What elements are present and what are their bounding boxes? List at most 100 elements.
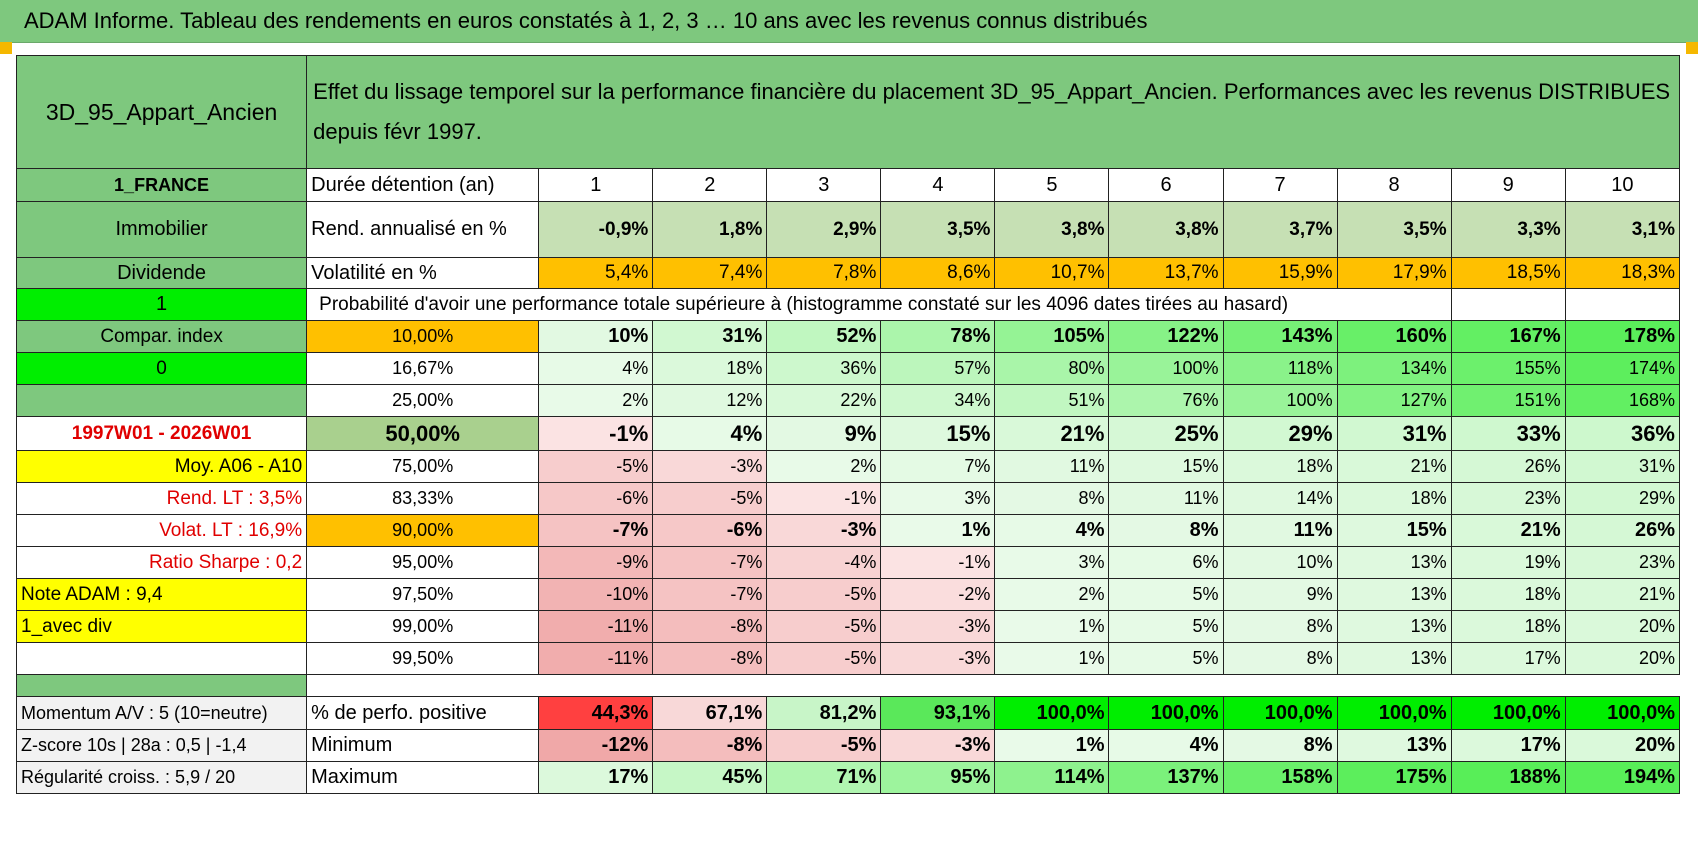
minimum-value: 8% bbox=[1222, 729, 1338, 762]
quantile-value: 1% bbox=[994, 610, 1110, 643]
blank-side-cell bbox=[15, 642, 308, 675]
minimum-row: Z-score 10s | 28a : 0,5 | -1,4 Minimum -12… bbox=[15, 729, 1681, 762]
minimum-label: Minimum bbox=[306, 729, 540, 762]
quantile-value: 20% bbox=[1564, 610, 1681, 643]
quantile-value: -7% bbox=[652, 546, 768, 579]
quantile-value: 34% bbox=[880, 384, 996, 417]
annual-return-value: 3,8% bbox=[1108, 201, 1224, 258]
quantile-value: 134% bbox=[1336, 352, 1452, 385]
quantile-value: 174% bbox=[1564, 352, 1681, 385]
quantile-label: 50,00% bbox=[306, 416, 540, 451]
quantile-value: 9% bbox=[766, 416, 882, 451]
quantile-value: 122% bbox=[1108, 320, 1224, 353]
volatility-value: 8,6% bbox=[880, 257, 996, 289]
annual-return-value: 3,8% bbox=[994, 201, 1110, 258]
quantile-row: 0 16,67% 4% 18% 36% 57% 80% 100% 118% 134% 155% 174… bbox=[15, 352, 1681, 385]
year-header: 1 bbox=[538, 168, 654, 202]
year-header: 7 bbox=[1222, 168, 1338, 202]
year-header: 10 bbox=[1564, 168, 1681, 202]
quantile-value: 33% bbox=[1450, 416, 1566, 451]
quantile-value: 2% bbox=[994, 578, 1110, 611]
quantile-row: Ratio Sharpe : 0,2 95,00% -9% -7% -4% -1% 3% 6%… bbox=[15, 546, 1681, 579]
year-header: 5 bbox=[994, 168, 1110, 202]
maximum-value: 175% bbox=[1336, 761, 1452, 794]
quantile-value: 23% bbox=[1564, 546, 1681, 579]
quantile-value: 13% bbox=[1336, 578, 1452, 611]
quantile-value: 160% bbox=[1336, 320, 1452, 353]
quantile-value: 105% bbox=[994, 320, 1110, 353]
quantile-value: 31% bbox=[1564, 450, 1681, 483]
quantile-row: 1_avec div 99,00% -11% -8% -5% -3% 1% 5% 8% 13% 18… bbox=[15, 610, 1681, 643]
probability-title: Probabilité d'avoir une performance tota… bbox=[306, 288, 1452, 321]
quantile-value: 13% bbox=[1336, 642, 1452, 675]
quantile-label: 10,00% bbox=[306, 320, 540, 353]
quantile-value: 31% bbox=[1336, 416, 1452, 451]
annual-return-value: -0,9% bbox=[538, 201, 654, 258]
momentum-label: Momentum A/V : 5 (10=neutre) bbox=[15, 696, 308, 730]
quantile-row: Moy. A06 - A10 75,00% -5% -3% 2% 7% 11% 15% 18% 2… bbox=[15, 450, 1681, 483]
period-label: 1997W01 - 2026W01 bbox=[15, 416, 308, 451]
quantile-value: -3% bbox=[880, 610, 996, 643]
quantile-value: -7% bbox=[652, 578, 768, 611]
quantile-value: 17% bbox=[1450, 642, 1566, 675]
quantile-value: 167% bbox=[1450, 320, 1566, 353]
header-row: 3D_95_Appart_Ancien Effet du lissage tem… bbox=[15, 55, 1680, 169]
quantile-value: 2% bbox=[538, 384, 654, 417]
rend-lt-label: Rend. LT : 3,5% bbox=[15, 482, 308, 515]
quantile-value: 8% bbox=[994, 482, 1110, 515]
quantile-value: 12% bbox=[652, 384, 768, 417]
report-banner: ADAM Informe. Tableau des rendements en … bbox=[0, 0, 1698, 43]
zscore-label: Z-score 10s | 28a : 0,5 | -1,4 bbox=[15, 729, 308, 762]
quantile-row: Note ADAM : 9,4 97,50% -10% -7% -5% -2% 2% 5% 9%… bbox=[15, 578, 1681, 611]
annual-return-row: Immobilier Rend. annualisé en % -0,9% 1,8% 2… bbox=[15, 201, 1681, 258]
quantile-value: 13% bbox=[1336, 546, 1452, 579]
quantile-value: -11% bbox=[538, 610, 654, 643]
maximum-value: 158% bbox=[1222, 761, 1338, 794]
quantile-value: 26% bbox=[1450, 450, 1566, 483]
spacer-gap bbox=[306, 674, 1680, 697]
regularite-label: Régularité croiss. : 5,9 / 20 bbox=[15, 761, 308, 794]
minimum-value: -8% bbox=[652, 729, 768, 762]
quantile-row: Volat. LT : 16,9% 90,00% -7% -6% -3% 1% 4% 8% 11… bbox=[15, 514, 1681, 547]
positive-perf-value: 67,1% bbox=[652, 696, 768, 730]
volatility-value: 7,4% bbox=[652, 257, 768, 289]
quantile-value: -8% bbox=[652, 642, 768, 675]
maximum-value: 95% bbox=[880, 761, 996, 794]
quantile-value: -3% bbox=[766, 514, 882, 547]
quantile-value: 5% bbox=[1108, 642, 1224, 675]
quantile-value: 22% bbox=[766, 384, 882, 417]
quantile-value: 11% bbox=[994, 450, 1110, 483]
quantile-value: 10% bbox=[1222, 546, 1338, 579]
maximum-value: 114% bbox=[994, 761, 1110, 794]
quantile-value: 15% bbox=[1108, 450, 1224, 483]
spacer-side bbox=[15, 674, 308, 697]
quantile-value: 18% bbox=[1450, 578, 1566, 611]
quantile-value: 15% bbox=[880, 416, 996, 451]
positive-perf-value: 100,0% bbox=[1564, 696, 1681, 730]
quantile-value: 5% bbox=[1108, 578, 1224, 611]
quantile-value: 78% bbox=[880, 320, 996, 353]
quantile-value: 2% bbox=[766, 450, 882, 483]
quantile-row: Rend. LT : 3,5% 83,33% -6% -5% -1% 3% 8% 11% 14%… bbox=[15, 482, 1681, 515]
quantile-value: 26% bbox=[1564, 514, 1681, 547]
quantile-value: -5% bbox=[766, 610, 882, 643]
minimum-value: -12% bbox=[538, 729, 654, 762]
asset-class-label: Immobilier bbox=[15, 201, 308, 258]
volatility-value: 18,5% bbox=[1450, 257, 1566, 289]
maximum-value: 17% bbox=[538, 761, 654, 794]
maximum-label: Maximum bbox=[306, 761, 540, 794]
quantile-value: 4% bbox=[538, 352, 654, 385]
quantile-value: 52% bbox=[766, 320, 882, 353]
annual-return-value: 3,5% bbox=[880, 201, 996, 258]
quantile-value: -5% bbox=[538, 450, 654, 483]
quantile-row: 99,50% -11% -8% -5% -3% 1% 5% 8% 13% 17% 20% bbox=[15, 642, 1681, 675]
banner-title: ADAM Informe. Tableau des rendements en … bbox=[24, 8, 1148, 33]
quantile-value: 127% bbox=[1336, 384, 1452, 417]
quantile-value: 100% bbox=[1222, 384, 1338, 417]
quantile-value: 36% bbox=[1564, 416, 1681, 451]
quantile-value: 29% bbox=[1564, 482, 1681, 515]
quantile-value: 4% bbox=[994, 514, 1110, 547]
quantile-value: -5% bbox=[652, 482, 768, 515]
quantile-label: 83,33% bbox=[306, 482, 540, 515]
probability-title-row: 1 Probabilité d'avoir une performance tot… bbox=[15, 288, 1681, 321]
